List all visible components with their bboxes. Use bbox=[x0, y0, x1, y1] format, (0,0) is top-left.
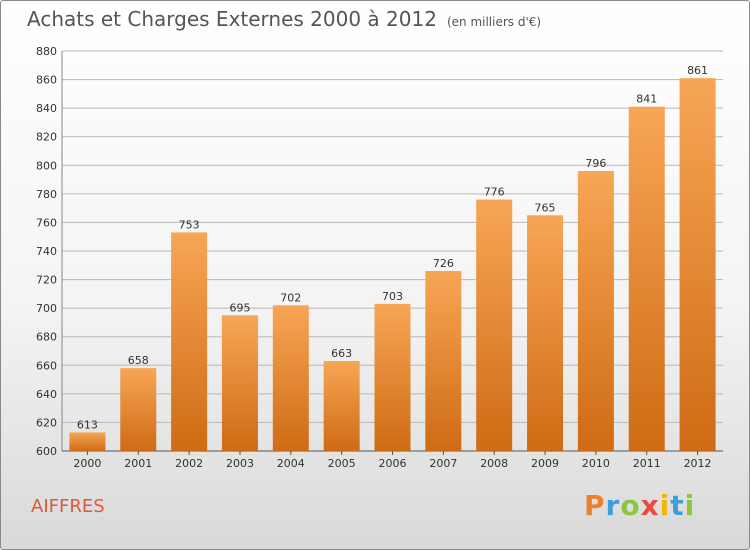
data-label-2010: 796 bbox=[585, 157, 606, 170]
x-tick-label: 2006 bbox=[379, 457, 407, 470]
x-tick-label: 2004 bbox=[277, 457, 305, 470]
data-label-2002: 753 bbox=[179, 218, 200, 231]
x-tick-label: 2007 bbox=[429, 457, 457, 470]
place-name: AIFFRES bbox=[31, 496, 105, 517]
x-tick-label: 2003 bbox=[226, 457, 254, 470]
y-tick-label: 700 bbox=[36, 302, 57, 315]
y-tick-label: 620 bbox=[36, 416, 57, 429]
bar-2005 bbox=[323, 361, 360, 451]
bar-2007 bbox=[425, 271, 462, 451]
y-tick-label: 640 bbox=[36, 388, 57, 401]
x-tick-label: 2008 bbox=[480, 457, 508, 470]
bar-2008 bbox=[476, 199, 513, 451]
data-label-2006: 703 bbox=[382, 290, 403, 303]
y-tick-label: 800 bbox=[36, 159, 57, 172]
bar-2002 bbox=[171, 232, 208, 451]
data-label-2001: 658 bbox=[128, 354, 149, 367]
x-tick-label: 2011 bbox=[633, 457, 661, 470]
y-tick-label: 860 bbox=[36, 74, 57, 87]
chart-title: Achats et Charges Externes 2000 à 2012 (e… bbox=[27, 7, 541, 31]
bar-2001 bbox=[120, 368, 157, 451]
data-label-2003: 695 bbox=[229, 301, 250, 314]
chart-title-text: Achats et Charges Externes 2000 à 2012 bbox=[27, 7, 437, 31]
data-label-2008: 776 bbox=[484, 186, 505, 199]
x-tick-label: 2001 bbox=[124, 457, 152, 470]
y-tick-label: 880 bbox=[36, 45, 57, 58]
bar-2004 bbox=[272, 305, 309, 451]
x-tick-label: 2010 bbox=[582, 457, 610, 470]
y-tick-label: 600 bbox=[36, 445, 57, 458]
bar-2003 bbox=[221, 315, 258, 451]
y-tick-label: 780 bbox=[36, 188, 57, 201]
y-tick-label: 660 bbox=[36, 359, 57, 372]
bar-2006 bbox=[374, 303, 411, 451]
bar-2010 bbox=[577, 171, 614, 451]
y-tick-label: 820 bbox=[36, 131, 57, 144]
data-label-2009: 765 bbox=[535, 201, 556, 214]
bar-2011 bbox=[628, 106, 665, 451]
x-tick-label: 2012 bbox=[684, 457, 712, 470]
chart-subtitle: (en milliers d'€) bbox=[446, 15, 542, 29]
proxiti-logo: Proxiti bbox=[584, 489, 696, 522]
data-label-2004: 702 bbox=[280, 291, 301, 304]
data-label-2011: 841 bbox=[636, 93, 657, 106]
data-label-2007: 726 bbox=[433, 257, 454, 270]
bar-2000 bbox=[69, 432, 106, 451]
data-label-2005: 663 bbox=[331, 347, 352, 360]
y-tick-label: 740 bbox=[36, 245, 57, 258]
x-tick-label: 2000 bbox=[73, 457, 101, 470]
x-tick-label: 2002 bbox=[175, 457, 203, 470]
y-tick-label: 680 bbox=[36, 331, 57, 344]
data-label-2000: 613 bbox=[77, 418, 98, 431]
x-tick-label: 2005 bbox=[328, 457, 356, 470]
y-tick-label: 840 bbox=[36, 102, 57, 115]
x-tick-label: 2009 bbox=[531, 457, 559, 470]
y-tick-label: 720 bbox=[36, 274, 57, 287]
bar-2009 bbox=[527, 215, 564, 451]
y-tick-label: 760 bbox=[36, 216, 57, 229]
bar-2012 bbox=[679, 78, 716, 452]
data-label-2012: 861 bbox=[687, 64, 708, 77]
